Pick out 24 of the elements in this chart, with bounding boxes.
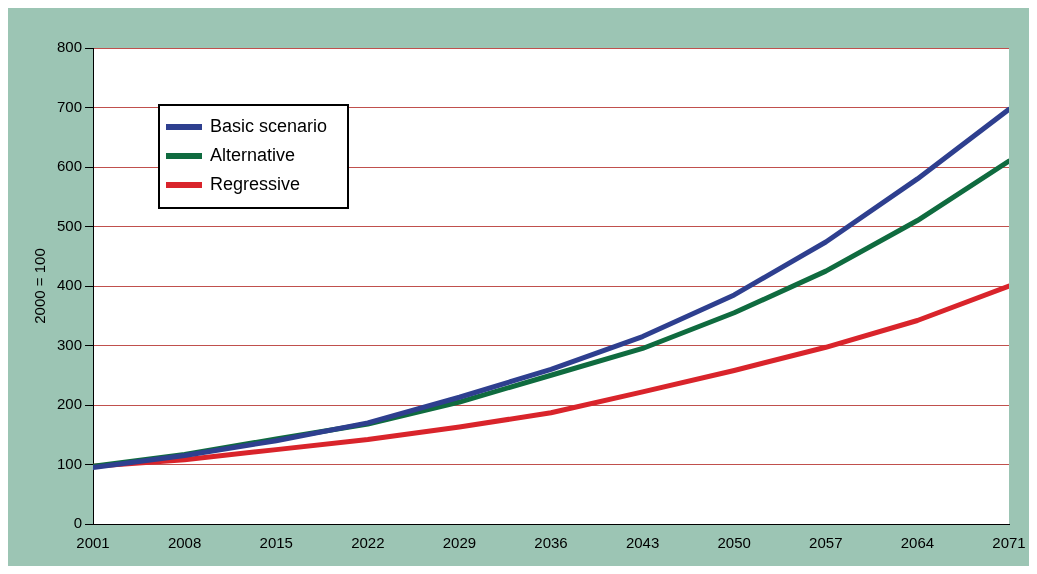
y-tick-label: 200: [57, 395, 83, 413]
y-tick-label: 800: [57, 38, 83, 56]
y-tick-label: 600: [57, 157, 83, 175]
legend-label: Alternative: [210, 145, 296, 166]
x-tick-label: 2001: [76, 534, 110, 552]
y-tick-label: 0: [73, 514, 83, 532]
y-tick-label: 700: [57, 97, 83, 115]
y-tick-label: 400: [57, 276, 83, 294]
y-tick-label: 500: [57, 216, 83, 234]
x-tick-label: 2008: [167, 534, 202, 552]
x-tick-label: 2036: [534, 534, 568, 552]
legend-label: Regressive: [210, 174, 301, 195]
y-axis-title: 2000 = 100: [31, 248, 49, 324]
x-tick-label: 2050: [717, 534, 751, 552]
x-tick-label: 2022: [351, 534, 385, 552]
y-tick-label: 300: [57, 335, 83, 353]
x-tick-label: 2064: [900, 534, 935, 552]
x-tick-label: 2071: [992, 534, 1026, 552]
x-tick-label: 2029: [442, 534, 477, 552]
x-tick-label: 2057: [809, 534, 843, 552]
legend-label: Basic scenario: [210, 116, 328, 137]
y-tick-label: 100: [57, 454, 83, 472]
x-tick-label: 2043: [625, 534, 660, 552]
x-tick-label: 2015: [259, 534, 293, 552]
